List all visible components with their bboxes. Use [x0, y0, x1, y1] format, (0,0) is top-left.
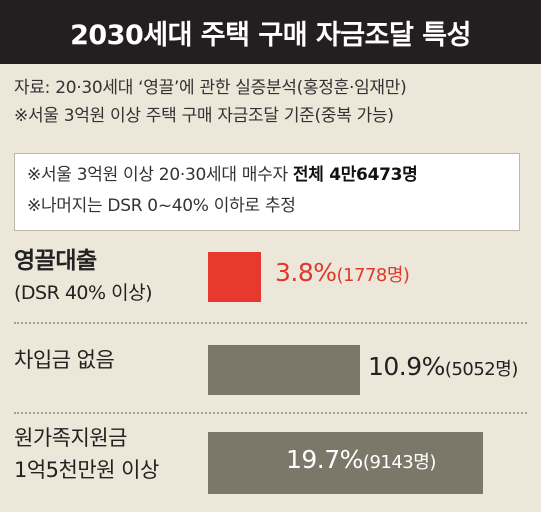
- value-pct: 19.7%: [286, 445, 363, 474]
- row-label-no-borrowing: 차입금 없음: [14, 344, 115, 376]
- note-box: ※서울 3억원 이상 20·30세대 매수자 전체 4만6473명 ※나머지는 …: [14, 153, 520, 231]
- value-count: (9143명): [362, 452, 436, 473]
- bar-family-support: [208, 432, 483, 494]
- value-pct: 10.9%: [368, 352, 445, 381]
- basis-line: ※서울 3억원 이상 주택 구매 자금조달 기준(중복 가능): [14, 106, 394, 126]
- chart-title: 2030세대 주택 구매 자금조달 특성: [0, 0, 541, 64]
- row-label-family-support: 원가족지원금 1억5천만원 이상: [14, 422, 159, 486]
- row-label-main: 원가족지원금: [14, 426, 127, 450]
- row-label-sub: 1억5천만원 이상: [14, 458, 159, 482]
- bar-youngkkeul: [208, 252, 261, 302]
- row-label-main: 차입금 없음: [14, 348, 115, 372]
- source-notes: 자료: 20·30세대 ‘영끌’에 관한 실증분석(홍정훈·임재만) ※서울 3…: [14, 74, 534, 130]
- value-label-youngkkeul: 3.8%(1778명): [275, 258, 410, 287]
- note-line-1-total: 전체 4만6473명: [292, 165, 418, 185]
- divider: [14, 322, 527, 324]
- value-count: (1778명): [336, 265, 410, 286]
- row-label-main: 영끌대출: [14, 248, 97, 274]
- note-line-1-text: ※서울 3억원 이상 20·30세대 매수자: [27, 165, 293, 185]
- value-label-no-borrowing: 10.9%(5052명): [368, 352, 518, 381]
- divider: [14, 412, 527, 414]
- source-line: 자료: 20·30세대 ‘영끌’에 관한 실증분석(홍정훈·임재만): [14, 78, 407, 98]
- row-label-youngkkeul: 영끌대출 (DSR 40% 이상): [14, 245, 153, 309]
- note-line-1: ※서울 3억원 이상 20·30세대 매수자 전체 4만6473명: [27, 160, 507, 191]
- value-count: (5052명): [444, 359, 518, 380]
- row-label-sub: (DSR 40% 이상): [14, 282, 153, 304]
- value-label-family-support: 19.7%(9143명): [286, 445, 436, 474]
- bar-no-borrowing: [208, 345, 360, 395]
- note-line-2: ※나머지는 DSR 0~40% 이하로 추정: [27, 196, 296, 216]
- value-pct: 3.8%: [275, 258, 337, 287]
